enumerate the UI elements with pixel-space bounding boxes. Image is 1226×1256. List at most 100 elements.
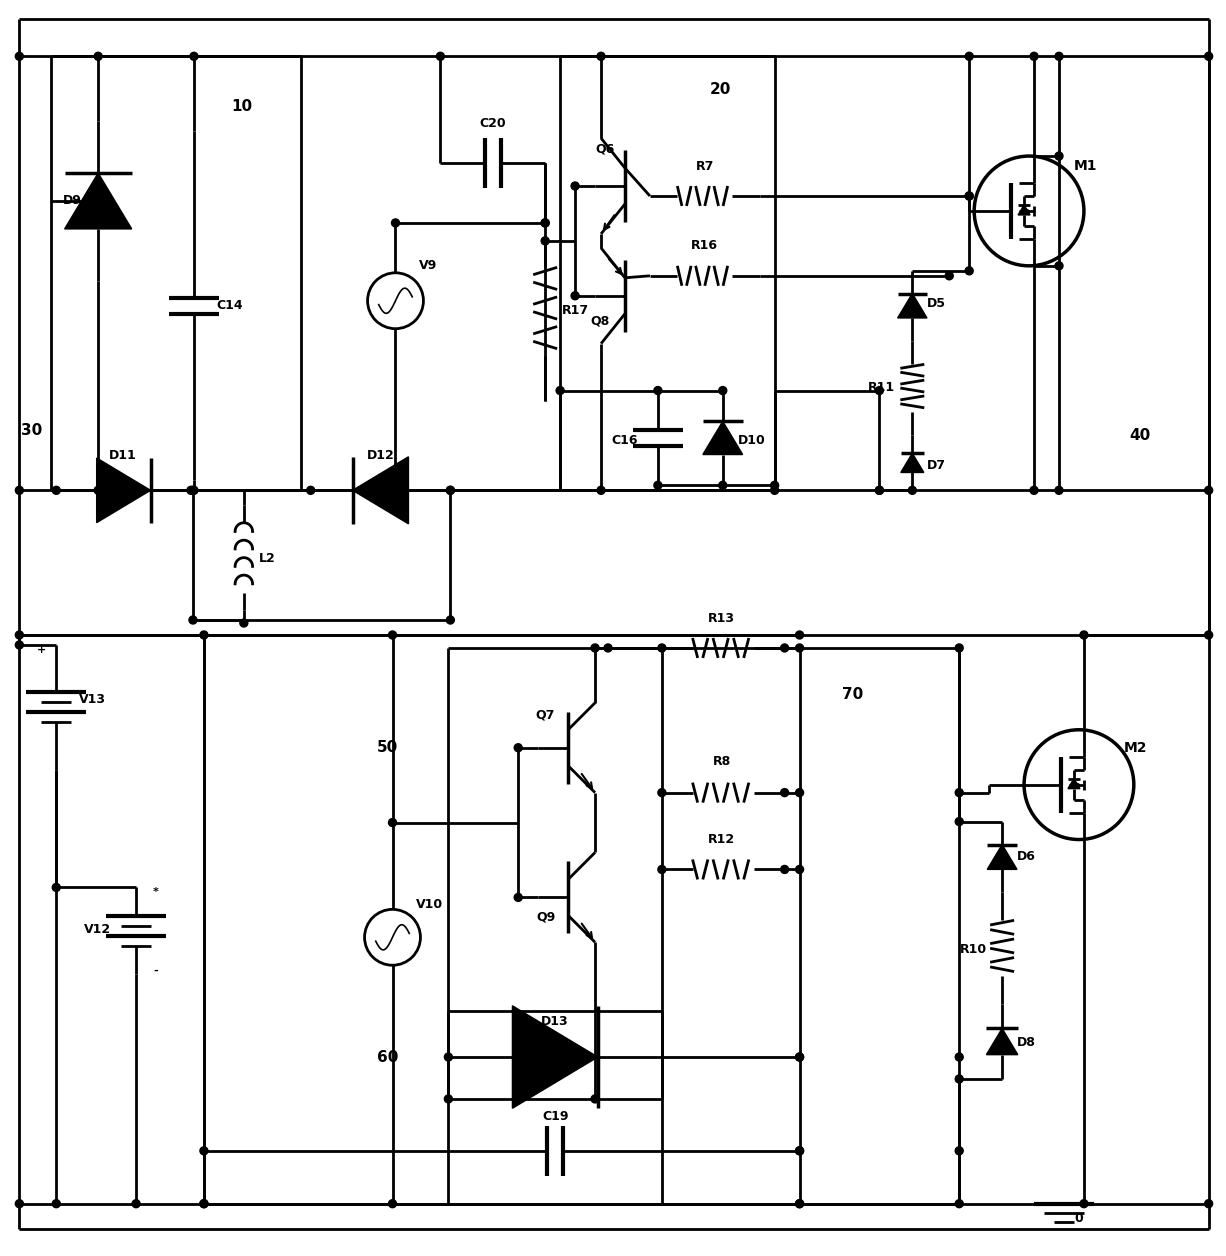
Circle shape [1030, 486, 1038, 495]
Circle shape [436, 53, 444, 60]
Text: M2: M2 [1124, 741, 1148, 755]
Circle shape [965, 192, 973, 200]
Circle shape [446, 486, 455, 495]
Circle shape [955, 1075, 964, 1083]
Text: *: * [153, 888, 159, 897]
Circle shape [190, 53, 197, 60]
Text: 20: 20 [710, 82, 731, 97]
Circle shape [796, 1147, 803, 1154]
Circle shape [965, 266, 973, 275]
Circle shape [1080, 631, 1087, 639]
Circle shape [1205, 486, 1213, 495]
Text: D7: D7 [927, 458, 946, 472]
Circle shape [965, 53, 973, 60]
Polygon shape [512, 1006, 598, 1108]
Polygon shape [987, 1029, 1018, 1055]
Circle shape [16, 641, 23, 649]
Circle shape [796, 1199, 803, 1208]
Circle shape [189, 486, 197, 495]
Polygon shape [65, 173, 131, 229]
Circle shape [1056, 152, 1063, 160]
Text: Q8: Q8 [591, 314, 611, 328]
Circle shape [781, 789, 788, 796]
Circle shape [955, 1053, 964, 1061]
Circle shape [597, 53, 604, 60]
Text: V13: V13 [80, 693, 107, 706]
Circle shape [306, 486, 315, 495]
Circle shape [571, 182, 579, 190]
Polygon shape [1018, 205, 1030, 215]
Circle shape [1030, 53, 1038, 60]
Text: R17: R17 [562, 304, 590, 318]
Circle shape [16, 486, 23, 495]
Circle shape [1205, 631, 1213, 639]
Circle shape [965, 192, 973, 200]
Text: Q6: Q6 [596, 143, 615, 156]
Circle shape [955, 818, 964, 825]
Circle shape [94, 486, 102, 495]
Text: R13: R13 [709, 612, 736, 624]
Circle shape [796, 789, 803, 796]
Circle shape [1056, 53, 1063, 60]
Circle shape [391, 486, 400, 495]
Circle shape [16, 53, 23, 60]
Text: 30: 30 [21, 423, 43, 438]
Circle shape [571, 291, 579, 300]
Circle shape [658, 865, 666, 873]
Circle shape [541, 219, 549, 227]
Circle shape [53, 486, 60, 495]
Circle shape [955, 644, 964, 652]
Circle shape [908, 486, 916, 495]
Circle shape [658, 644, 666, 652]
Circle shape [557, 387, 564, 394]
Text: V10: V10 [416, 898, 443, 911]
Circle shape [188, 486, 195, 495]
Circle shape [16, 631, 23, 639]
Text: C20: C20 [479, 117, 505, 129]
Text: C14: C14 [216, 299, 243, 313]
Circle shape [541, 219, 549, 227]
Polygon shape [897, 294, 927, 318]
Circle shape [771, 481, 779, 490]
Circle shape [1056, 261, 1063, 270]
Circle shape [591, 1095, 600, 1103]
Circle shape [796, 644, 803, 652]
Circle shape [391, 219, 400, 227]
Text: D10: D10 [738, 433, 765, 447]
Text: D13: D13 [542, 1015, 569, 1027]
Circle shape [653, 481, 662, 490]
Polygon shape [901, 453, 924, 472]
Circle shape [541, 237, 549, 245]
Circle shape [653, 387, 662, 394]
Text: R10: R10 [960, 943, 987, 956]
Polygon shape [987, 844, 1018, 869]
Text: R8: R8 [712, 755, 731, 769]
Text: Q9: Q9 [536, 911, 555, 924]
Circle shape [1080, 1199, 1087, 1208]
Text: C16: C16 [612, 433, 638, 447]
Circle shape [796, 1147, 803, 1154]
Circle shape [200, 1147, 208, 1154]
Circle shape [200, 631, 208, 639]
Text: L2: L2 [259, 551, 276, 565]
Text: R16: R16 [691, 240, 718, 252]
Polygon shape [1068, 779, 1080, 789]
Text: R12: R12 [709, 833, 736, 847]
Polygon shape [353, 457, 408, 524]
Circle shape [190, 486, 197, 495]
Text: R11: R11 [868, 381, 895, 394]
Circle shape [718, 481, 727, 490]
Circle shape [955, 1147, 964, 1154]
Text: +: + [37, 644, 45, 654]
Text: R7: R7 [695, 160, 714, 172]
Circle shape [53, 883, 60, 892]
Circle shape [16, 1199, 23, 1208]
Text: 70: 70 [842, 687, 864, 702]
Circle shape [389, 631, 396, 639]
Text: D9: D9 [64, 195, 82, 207]
Text: D12: D12 [367, 448, 395, 462]
Circle shape [955, 789, 964, 796]
Circle shape [1056, 486, 1063, 495]
Circle shape [597, 486, 604, 495]
Text: 60: 60 [378, 1050, 398, 1065]
